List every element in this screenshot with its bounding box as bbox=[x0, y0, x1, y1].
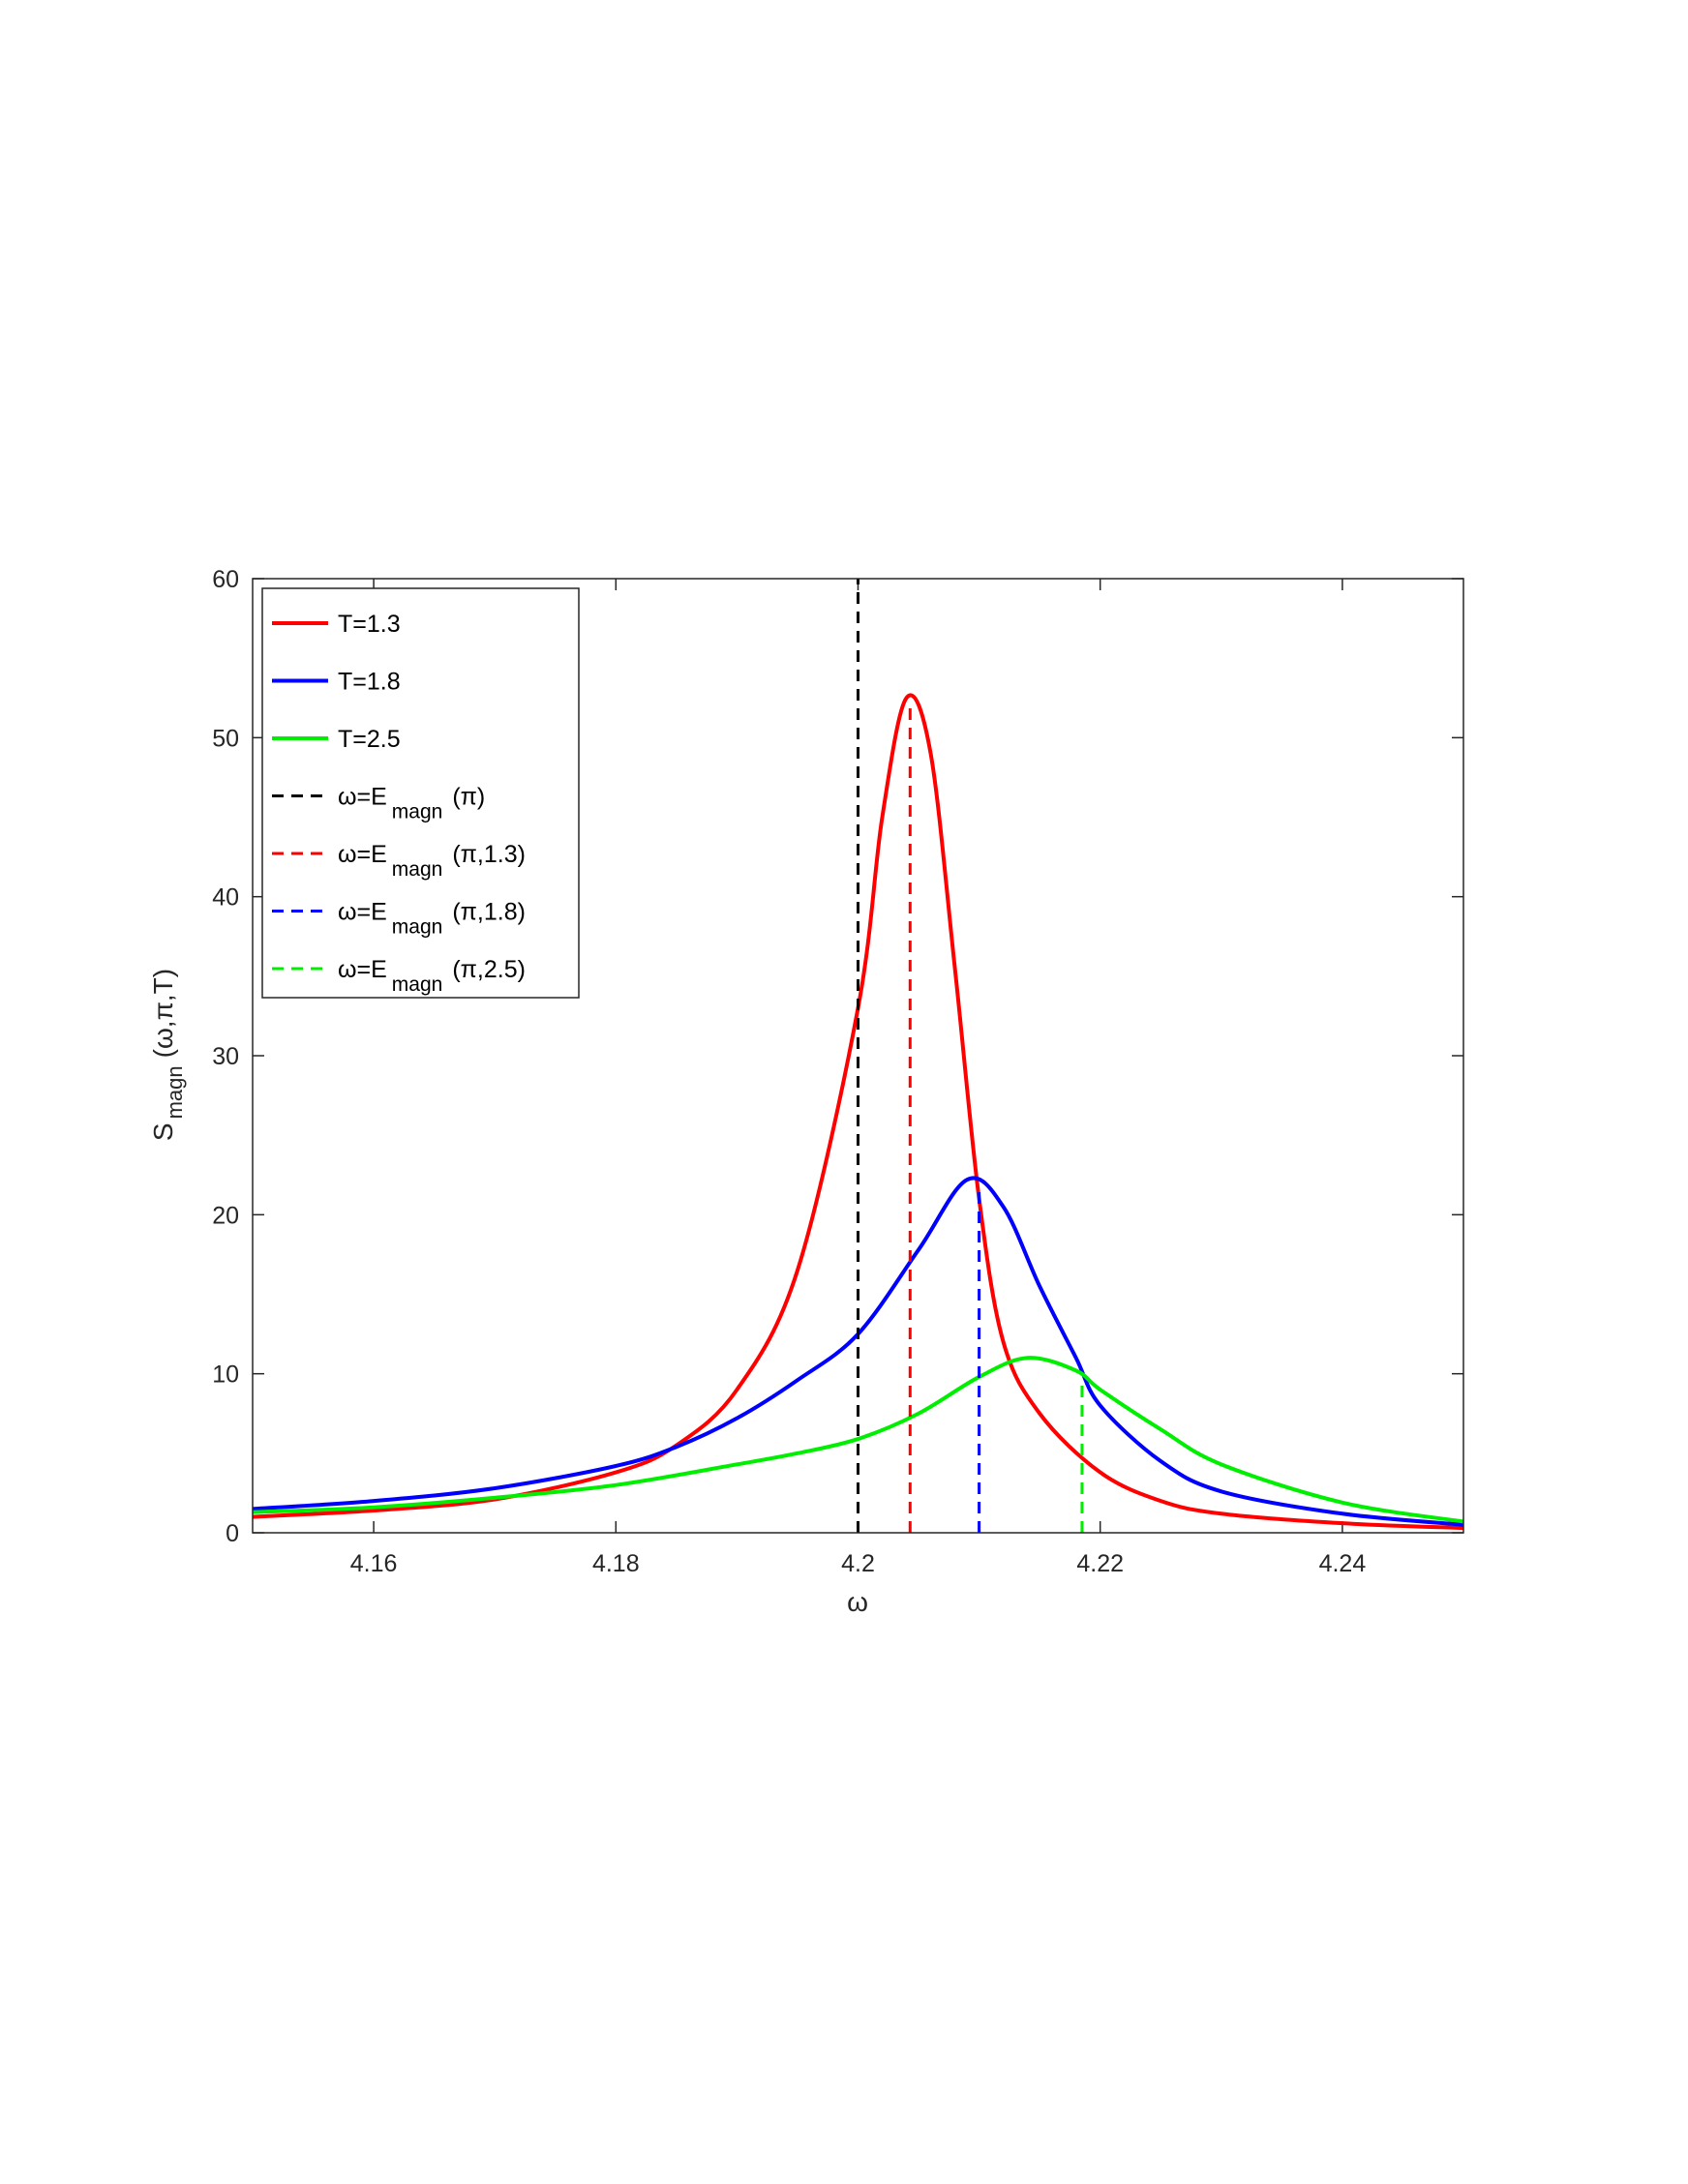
y-axis-title-args: (ω,π,T) bbox=[148, 969, 178, 1059]
series-line-2 bbox=[252, 1176, 1464, 1527]
svg-text:Smagn(ω,π,T): Smagn (ω,π,T) bbox=[148, 969, 187, 1141]
x-tick-label: 4.2 bbox=[841, 1550, 875, 1577]
y-axis-title-sub: magn bbox=[163, 1065, 187, 1119]
y-axis-title-main: S bbox=[148, 1122, 178, 1141]
y-axis-title: Smagn (ω,π,T) bbox=[148, 969, 187, 1141]
x-tick-label: 4.18 bbox=[592, 1550, 640, 1577]
legend-label-4: ω=Emagn(π) bbox=[338, 784, 485, 823]
series-line-1 bbox=[252, 693, 1464, 1531]
legend-label-7: ω=Emagn(π,2.5) bbox=[338, 956, 526, 996]
y-tick-label: 10 bbox=[212, 1361, 239, 1389]
legend-label-3: T=2.5 bbox=[338, 726, 401, 753]
x-tick-label: 4.24 bbox=[1319, 1550, 1367, 1577]
y-tick-label: 50 bbox=[212, 725, 239, 752]
y-tick-label: 40 bbox=[212, 884, 239, 912]
tick-labels: 4.16 4.18 4.2 4.22 4.24 0 10 20 30 40 50 60 bbox=[212, 566, 1366, 1577]
legend-label-1: T=1.3 bbox=[338, 611, 401, 638]
x-tick-label: 4.22 bbox=[1076, 1550, 1124, 1577]
series-line-3 bbox=[252, 1356, 1464, 1524]
legend: T=1.3 T=1.8 T=2.5 ω=Emagn(π) ω=Emagn(π,1.3) ω… bbox=[261, 587, 580, 999]
y-tick-label: 0 bbox=[226, 1520, 239, 1547]
axes-box bbox=[252, 578, 1464, 1534]
legend-box bbox=[261, 587, 580, 999]
x-axis-title: ω bbox=[847, 1587, 868, 1617]
x-tick-label: 4.16 bbox=[350, 1550, 398, 1577]
legend-label-5: ω=Emagn(π,1.3) bbox=[338, 841, 526, 881]
legend-label-6: ω=Emagn(π,1.8) bbox=[338, 899, 526, 939]
series-layer bbox=[252, 693, 1464, 1531]
y-tick-label: 60 bbox=[212, 566, 239, 593]
y-tick-label: 30 bbox=[212, 1043, 239, 1070]
reference-lines-layer bbox=[857, 579, 1084, 1533]
y-tick-label: 20 bbox=[212, 1202, 239, 1229]
legend-label-2: T=1.8 bbox=[338, 669, 401, 696]
